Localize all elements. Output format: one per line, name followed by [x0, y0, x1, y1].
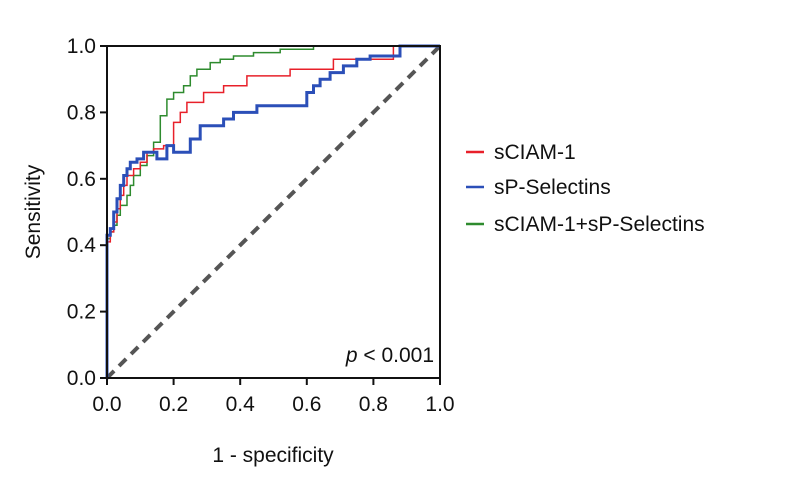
- x-tick-label: 0.4: [226, 393, 256, 416]
- x-axis: 0.0 0.2 0.4 0.6 0.8 1.0: [92, 378, 455, 416]
- x-axis-title: 1 - specificity: [212, 444, 334, 467]
- series-layer: [105, 44, 440, 378]
- y-axis: 0.0 0.2 0.4 0.6 0.8 1.0: [67, 35, 107, 390]
- y-axis-title: Sensitivity: [22, 164, 45, 259]
- y-tick-label: 0.8: [67, 101, 96, 124]
- y-tick-label: 0.0: [67, 367, 96, 390]
- y-tick-label: 0.6: [67, 168, 96, 191]
- legend: sCIAM-1 sP-Selectins sCIAM-1+sP-Selectins: [466, 141, 705, 236]
- y-tick-label: 0.2: [67, 301, 96, 324]
- x-tick-label: 0.6: [292, 393, 321, 416]
- x-tick-label: 0.0: [92, 393, 121, 416]
- p-value-text: < 0.001: [358, 344, 434, 367]
- y-tick-label: 0.4: [67, 234, 97, 257]
- x-tick-label: 0.2: [159, 393, 188, 416]
- plot-frame: [106, 45, 441, 379]
- x-tick-label: 1.0: [425, 393, 454, 416]
- x-tick-label: 0.8: [359, 393, 388, 416]
- p-value-annotation: p < 0.001: [345, 344, 434, 367]
- legend-label: sCIAM-1: [494, 141, 576, 164]
- y-tick-label: 1.0: [67, 35, 96, 58]
- roc-curve-sciam-1-sp-selectins: [106, 45, 440, 378]
- roc-curve-sp-selectins: [105, 44, 440, 378]
- reference-diagonal-line: [105, 44, 442, 380]
- legend-label: sP-Selectins: [494, 176, 611, 199]
- legend-label: sCIAM-1+sP-Selectins: [494, 213, 705, 236]
- p-value-symbol: p: [345, 344, 358, 367]
